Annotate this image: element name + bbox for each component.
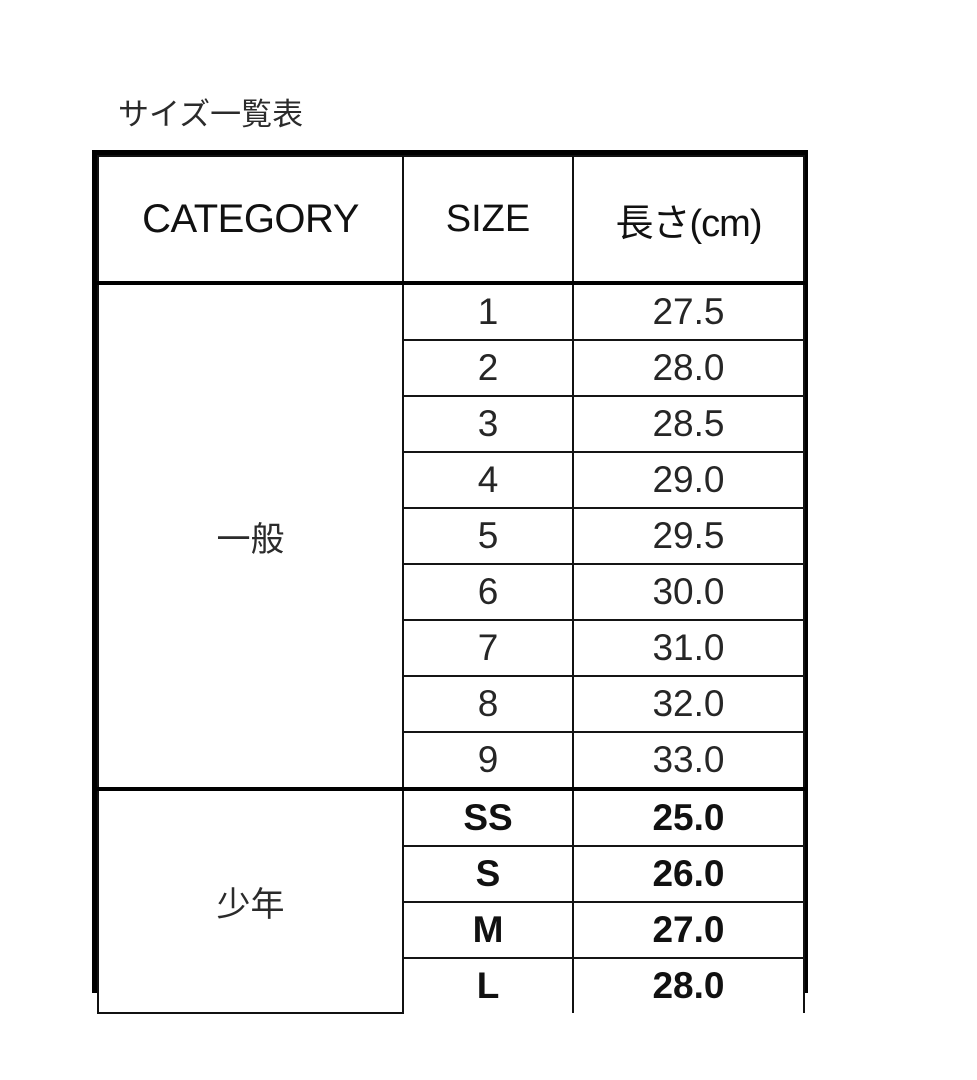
cell-size: L [402, 957, 574, 1013]
table-row: 7 31.0 [98, 619, 805, 677]
cell-length: 28.5 [572, 395, 805, 453]
cell-size: 5 [402, 507, 574, 565]
cell-length: 26.0 [572, 845, 805, 903]
size-table: CATEGORY SIZE 長さ(cm) 一般 1 27.5 2 28.0 3 [97, 155, 805, 1014]
table-row: L 28.0 [98, 957, 805, 1013]
cell-size: 6 [402, 563, 574, 621]
table-row: M 27.0 [98, 901, 805, 959]
cell-size: 4 [402, 451, 574, 509]
cell-size: S [402, 845, 574, 903]
cell-length: 27.5 [572, 283, 805, 341]
page-title: サイズ一覧表 [118, 97, 304, 132]
table-row: 8 32.0 [98, 675, 805, 733]
cell-length: 32.0 [572, 675, 805, 733]
table-row: 一般 1 27.5 [97, 282, 805, 791]
cell-size: M [402, 901, 574, 959]
table-row: 3 28.5 [98, 395, 805, 453]
size-table-container: CATEGORY SIZE 長さ(cm) 一般 1 27.5 2 28.0 3 [92, 150, 808, 1014]
table-row: S 26.0 [98, 845, 805, 903]
column-header-category: CATEGORY [97, 155, 404, 285]
table-row: 少年 SS 25.0 [97, 788, 805, 1014]
cell-size: SS [402, 789, 574, 847]
table-row: 6 30.0 [98, 563, 805, 621]
column-header-length: 長さ(cm) [572, 155, 805, 285]
table-row: 4 29.0 [98, 451, 805, 509]
cell-size: 2 [402, 339, 574, 397]
table-row: 5 29.5 [98, 507, 805, 565]
cell-length: 25.0 [572, 789, 805, 847]
cell-length: 29.5 [572, 507, 805, 565]
cell-size: 3 [402, 395, 574, 453]
cell-length: 30.0 [572, 563, 805, 621]
column-header-size: SIZE [402, 155, 574, 285]
table-body: 一般 1 27.5 2 28.0 3 28.5 4 29.0 5 [97, 282, 805, 1014]
table-head: CATEGORY SIZE 長さ(cm) [97, 155, 805, 285]
cell-length: 28.0 [572, 957, 805, 1013]
table-row: 9 33.0 [98, 731, 805, 791]
table-row: 2 28.0 [98, 339, 805, 397]
cell-length: 27.0 [572, 901, 805, 959]
cell-length: 29.0 [572, 451, 805, 509]
cell-size: 9 [402, 731, 574, 791]
cell-length: 28.0 [572, 339, 805, 397]
table-header-row: CATEGORY SIZE 長さ(cm) [97, 155, 805, 285]
cell-size: 1 [402, 283, 574, 341]
cell-size: 7 [402, 619, 574, 677]
cell-size: 8 [402, 675, 574, 733]
category-cell-general: 一般 [97, 282, 404, 791]
category-cell-youth: 少年 [97, 788, 404, 1014]
cell-length: 31.0 [572, 619, 805, 677]
cell-length: 33.0 [572, 731, 805, 791]
